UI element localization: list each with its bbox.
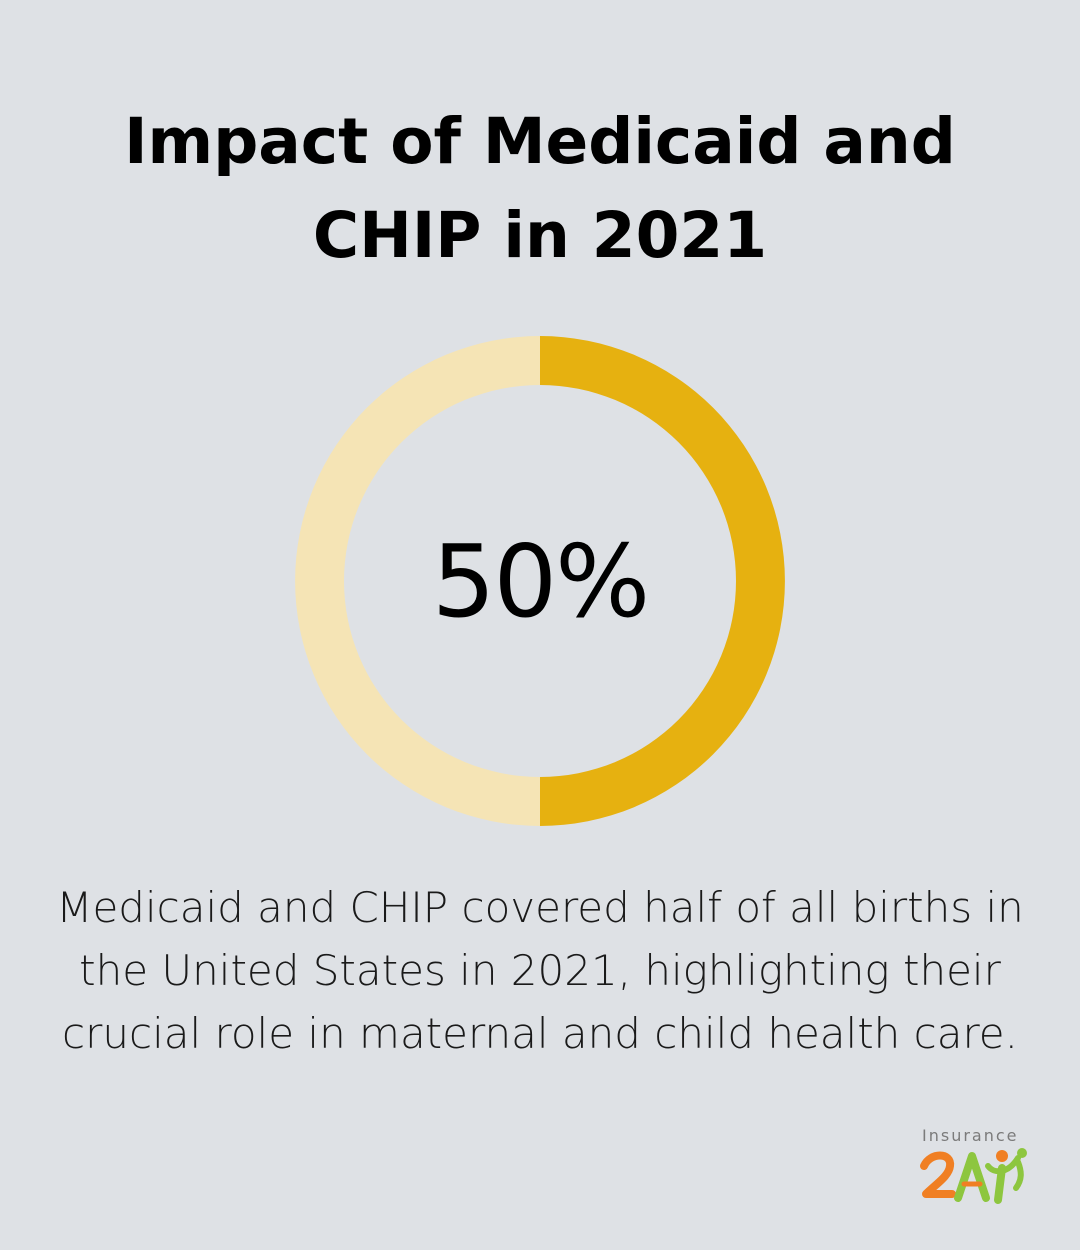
page-title: Impact of Medicaid and CHIP in 2021 — [124, 105, 956, 272]
stat-value: 50% — [431, 522, 650, 640]
insurance2ai-logo-icon — [920, 1148, 1027, 1204]
donut-chart: 50% — [295, 336, 785, 826]
stat-description: Medicaid and CHIP covered half of all bi… — [56, 883, 1024, 1058]
donut-segment-2 — [295, 336, 540, 826]
donut-chart-svg — [295, 336, 785, 826]
logo-wordmark: Insurance — [922, 1126, 1019, 1145]
insurance2ai-logo: Insurance — [918, 1126, 1048, 1214]
donut-segment-1 — [540, 336, 785, 826]
